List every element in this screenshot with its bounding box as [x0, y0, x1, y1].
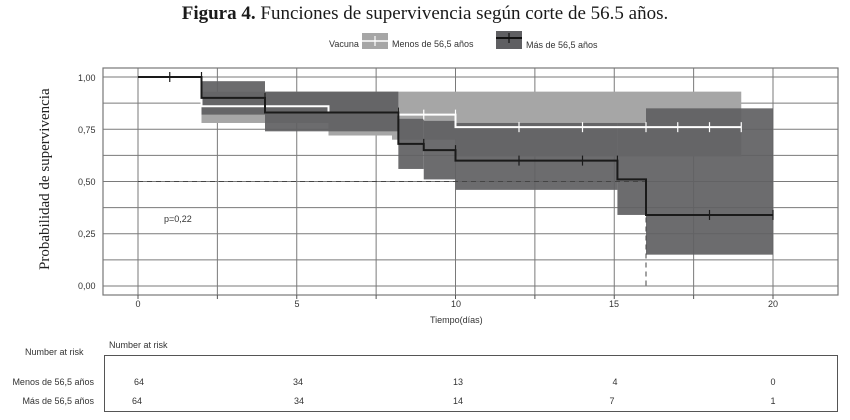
figure-title-number: Figura 4.: [181, 3, 256, 24]
confidence-bands: [201, 81, 773, 255]
legend-swatch-under-56-icon: [362, 33, 388, 49]
legend-label-under-56: Menos de 56,5 años: [392, 39, 474, 49]
x-tick-label: 20: [767, 299, 778, 309]
risk-table-outer-label: Number at risk: [25, 347, 84, 357]
risk-value: 34: [292, 377, 303, 387]
figure-title-text: Funciones de supervivencia según corte d…: [255, 3, 669, 24]
risk-row-label-over-56: Más de 56,5 años: [22, 396, 94, 406]
risk-value: 64: [133, 377, 144, 387]
x-axis-ticks: [137, 295, 774, 299]
risk-row-label-under-56: Menos de 56,5 años: [12, 377, 94, 387]
risk-value: 1: [770, 396, 776, 406]
figure-title: Figura 4. Funciones de supervivencia seg…: [0, 3, 850, 25]
x-tick-label: 0: [135, 299, 141, 309]
y-tick-label: 0,50: [78, 177, 96, 187]
y-tick-label: 1,00: [78, 73, 96, 83]
risk-value: 64: [131, 396, 142, 406]
risk-value: 7: [609, 396, 615, 406]
risk-table-inner-label: Number at risk: [109, 340, 168, 350]
risk-table-box: [104, 355, 838, 412]
legend-title: Vacuna: [329, 39, 359, 49]
y-tick-label: 0,00: [78, 281, 96, 291]
legend: Vacuna Menos de 56,5 años Más de 56,5 añ…: [0, 31, 850, 53]
x-tick-label: 10: [450, 299, 461, 309]
risk-value: 14: [452, 396, 463, 406]
risk-value: 13: [452, 377, 463, 387]
risk-value: 0: [770, 377, 776, 387]
p-value-annotation: p=0,22: [164, 214, 192, 224]
x-axis-label: Tiempo(días): [430, 315, 483, 325]
y-tick-label: 0,25: [78, 229, 96, 239]
x-tick-label: 5: [294, 299, 300, 309]
legend-swatch-over-56-icon: [496, 31, 522, 49]
y-tick-label: 0,75: [78, 125, 96, 135]
median-reference-line: [138, 181, 647, 286]
risk-value: 34: [293, 396, 304, 406]
y-axis-label: Probabilidad de supervivencia: [37, 88, 53, 270]
x-tick-label: 15: [608, 299, 619, 309]
survival-curves: [138, 72, 774, 220]
plot-frame: [102, 67, 839, 296]
legend-label-over-56: Más de 56,5 años: [526, 40, 598, 50]
risk-value: 4: [612, 377, 618, 387]
